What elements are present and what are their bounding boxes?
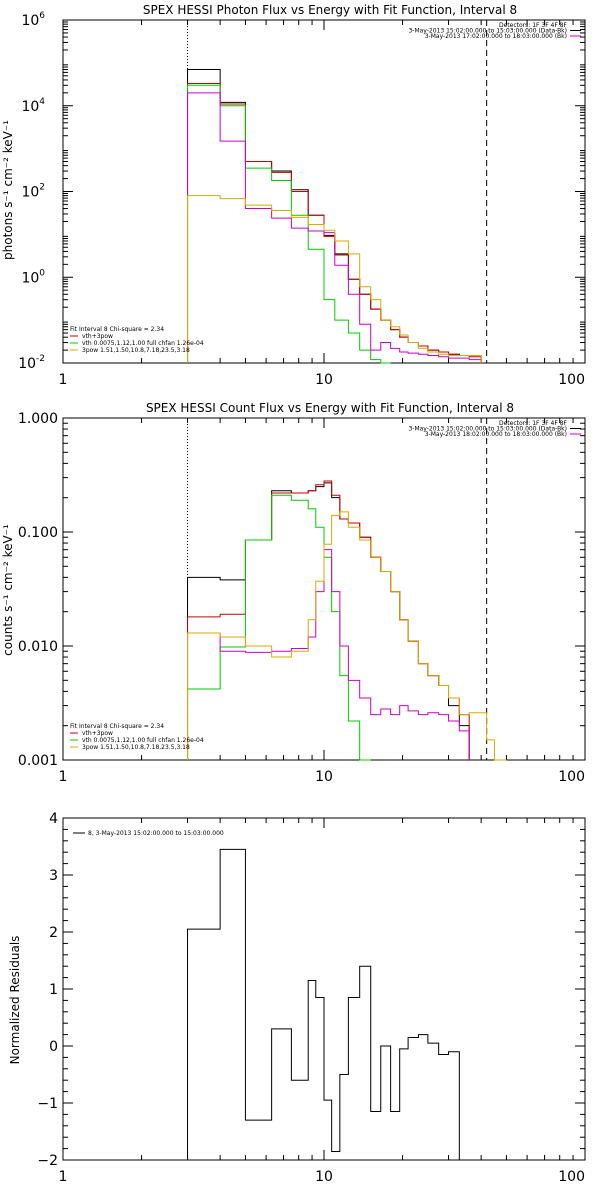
y-axis-label: Normalized Residuals [8, 936, 22, 1065]
y-tick-label: 10-2 [18, 354, 45, 372]
legend-entry: 3pow 1.51,1.50,10.8,7.18,23.5,3.18 [82, 744, 190, 751]
y-tick-label: −2 [37, 1153, 58, 1169]
photon-flux-panel: SPEX HESSI Photon Flux vs Energy with Fi… [1, 3, 586, 388]
y-tick-label: 100 [21, 268, 45, 286]
legend-entry: vth+3pow [82, 333, 113, 340]
count-flux-panel: SPEX HESSI Count Flux vs Energy with Fit… [1, 401, 586, 785]
legend-fit-info: Fit Interval 8 Chi-square = 2.34vth+3pow… [70, 723, 204, 751]
legend-entry: vth+3pow [82, 730, 113, 737]
legend-fit-info: Fit Interval 8 Chi-square = 2.34vth+3pow… [70, 326, 204, 354]
series-0-step-line [187, 482, 470, 760]
x-tick-label: 1 [59, 372, 68, 388]
x-tick-label: 10 [315, 372, 333, 388]
x-tick-label: 10 [315, 1169, 333, 1185]
y-tick-label: 0.010 [18, 639, 58, 655]
legend-entry: 3-May-2013 15:02:00.000 to 15:03:00.000 … [408, 426, 567, 433]
x-tick-label: 100 [558, 372, 585, 388]
y-tick-label: 1.000 [18, 411, 58, 427]
y-tick-label: 0.100 [18, 525, 58, 541]
y-tick-label: 2 [49, 925, 58, 941]
legend-top-right: Detectors: 1F 3F 4F 8F3-May-2013 15:02:0… [408, 420, 581, 438]
series-1-step-line [187, 83, 482, 363]
series-group [187, 69, 482, 364]
plot-frame [62, 817, 586, 1161]
series-4-step-line [187, 511, 507, 761]
x-tick-label: 100 [558, 769, 585, 785]
series-2-step-line [187, 494, 371, 761]
reference-lines [187, 418, 488, 760]
y-tick-label: 1 [49, 982, 58, 998]
reference-lines [187, 20, 488, 363]
series-group [187, 480, 507, 761]
legend-entry: Fit Interval 8 Chi-square = 2.34 [70, 326, 164, 333]
axis-ticks: 1 10 100 0.001 0.010 0.100 1.000 [18, 411, 586, 785]
plot-frame [62, 19, 586, 364]
x-tick-label: 1 [59, 1169, 68, 1185]
y-tick-label: 4 [49, 811, 58, 827]
y-tick-label: −1 [37, 1096, 58, 1112]
legend-entry: 8, 3-May-2013 15:02:00.000 to 15:03:00.0… [88, 830, 224, 837]
y-tick-label: 106 [21, 11, 45, 29]
series-1-step-line [187, 480, 470, 760]
series-3-step-line [187, 549, 470, 760]
legend-entry: vth 0.0075,1.12,1.00 full chfan 1.26e-04 [82, 340, 204, 347]
chart-title: SPEX HESSI Count Flux vs Energy with Fit… [146, 401, 514, 415]
legend-entry: 3-May-2013 15:02:00.000 to 15:03:00.000 … [408, 28, 567, 35]
legend-entry: 3pow 1.51,1.50,10.8,7.18,23.5,3.18 [82, 347, 190, 354]
series-4-step-line [187, 195, 482, 363]
y-tick-label: 102 [21, 183, 45, 201]
legend-entry: 3-May-2013 18:02:00.000 to 18:03:00.000 … [425, 431, 567, 438]
x-tick-label: 1 [59, 769, 68, 785]
y-axis-label: counts s⁻¹ cm⁻² keV⁻¹ [1, 524, 15, 656]
legend-entry: 3-May-2013 17:02:00.000 to 18:03:00.000 … [425, 33, 567, 40]
legend-entry: Detectors: 1F 3F 4F 8F [499, 22, 568, 29]
x-tick-label: 10 [315, 769, 333, 785]
residuals-panel: Normalized Residuals 1 10 100 −2 −1 0 1 2 3 4 8, … [8, 811, 586, 1185]
series-0-step-line [187, 848, 460, 1160]
axis-ticks: 1 10 100 10-2 100 102 104 106 [18, 11, 586, 388]
y-tick-label: 0 [49, 1039, 58, 1055]
y-axis-label: photons s⁻¹ cm⁻² keV⁻¹ [1, 120, 15, 260]
legend-top-right: Detectors: 1F 3F 4F 8F3-May-2013 15:02:0… [408, 22, 581, 40]
y-tick-label: 3 [49, 868, 58, 884]
legend-entry: Fit Interval 8 Chi-square = 2.34 [70, 723, 164, 730]
y-tick-label: 0.001 [18, 753, 58, 769]
x-tick-label: 100 [558, 1169, 585, 1185]
series-3-step-line [187, 92, 482, 363]
legend-entry: Detectors: 1F 3F 4F 8F [499, 420, 568, 427]
y-tick-label: 104 [21, 97, 45, 115]
chart-title: SPEX HESSI Photon Flux vs Energy with Fi… [143, 3, 517, 17]
legend-entry: vth 0.0075,1.12,1.00 full chfan 1.26e-04 [82, 737, 204, 744]
legend-residual: 8, 3-May-2013 15:02:00.000 to 15:03:00.0… [73, 830, 224, 837]
series-group [187, 848, 460, 1160]
axis-ticks: 1 10 100 −2 −1 0 1 2 3 4 [37, 811, 586, 1185]
